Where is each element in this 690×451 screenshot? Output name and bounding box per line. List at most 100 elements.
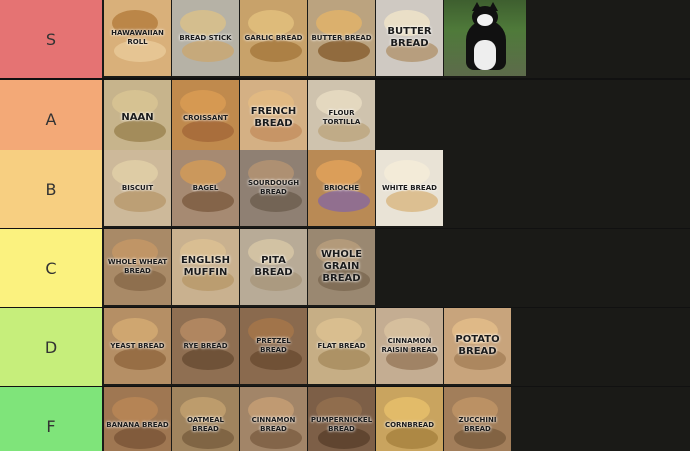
tier-item-cinnamon-bread[interactable]: CINNAMON BREAD	[240, 387, 307, 451]
tier-label-a[interactable]: A	[0, 80, 102, 158]
tier-item-english-muffin[interactable]: ENGLISH MUFFIN	[172, 229, 239, 305]
cat-ear-r-shape	[488, 2, 498, 11]
tier-item-croissant[interactable]: CROISSANT	[172, 80, 239, 156]
tier-item-label: OATMEAL BREAD	[186, 416, 225, 433]
tier-item-label: GARLIC BREAD	[244, 33, 303, 42]
bread-shape	[318, 190, 370, 212]
tier-item-white-bread[interactable]: WHITE BREAD	[376, 150, 443, 226]
bread-shape	[384, 318, 430, 344]
bread-shape	[112, 397, 158, 423]
tier-item-label: FLAT BREAD	[317, 341, 366, 350]
tier-item-label: WHOLE WHEAT BREAD	[107, 258, 168, 275]
tier-label-f[interactable]: F	[0, 387, 102, 451]
tier-item-oatmeal-bread[interactable]: OATMEAL BREAD	[172, 387, 239, 451]
bread-shape	[182, 348, 234, 370]
bread-shape	[112, 90, 158, 116]
tier-item-label: PUMPERNICKEL BREAD	[310, 416, 373, 433]
tier-item-label: CINNAMON RAISIN BREAD	[381, 337, 438, 354]
tier-item-butter-bread-1[interactable]: BUTTER BREAD	[308, 0, 375, 76]
tier-item-yeast-bread[interactable]: YEAST BREAD	[104, 308, 171, 384]
tier-item-pretzel-bread[interactable]: PRETZEL BREAD	[240, 308, 307, 384]
bread-shape	[248, 318, 294, 344]
bread-shape	[454, 348, 506, 370]
tier-items-b: BISCUIT BAGEL SOURDOUGH BREAD BRIOCHE WHITE …	[104, 150, 444, 228]
tier-item-label: ENGLISH MUFFIN	[180, 255, 231, 278]
bread-shape	[250, 40, 302, 62]
tier-item-bread-stick[interactable]: BREAD STICK	[172, 0, 239, 76]
tier-item-label: YEAST BREAD	[110, 341, 165, 350]
tier-item-cornbread[interactable]: CORNBREAD	[376, 387, 443, 451]
tier-item-rye-bread[interactable]: RYE BREAD	[172, 308, 239, 384]
bread-shape	[248, 90, 294, 116]
bread-shape	[386, 40, 438, 62]
tier-item-whole-grain-bread[interactable]: WHOLE GRAIN BREAD	[308, 229, 375, 305]
tier-row-s: S HAWAWAIIAN ROLL BREAD STICK GARLIC BREAD…	[0, 0, 690, 80]
tier-item-flour-tortilla[interactable]: FLOUR TORTILLA	[308, 80, 375, 156]
tier-label-b[interactable]: B	[0, 150, 102, 228]
tier-item-naan[interactable]: NAAN	[104, 80, 171, 156]
tier-item-cinnamon-raisin-bread[interactable]: CINNAMON RAISIN BREAD	[376, 308, 443, 384]
cat-ear-l-shape	[472, 2, 482, 11]
bread-shape	[112, 160, 158, 186]
bread-shape	[114, 190, 166, 212]
bread-shape	[386, 348, 438, 370]
tier-item-label: SOURDOUGH BREAD	[247, 179, 300, 196]
tier-label-c[interactable]: C	[0, 229, 102, 307]
tier-row-f: F BANANA BREAD OATMEAL BREAD CINNAMON BREA…	[0, 387, 690, 451]
tier-item-zucchini-bread[interactable]: ZUCCHINI BREAD	[444, 387, 511, 451]
tier-item-pumpernickel-bread[interactable]: PUMPERNICKEL BREAD	[308, 387, 375, 451]
tier-item-label: FRENCH BREAD	[250, 106, 297, 129]
bread-shape	[180, 10, 226, 36]
tier-label-s[interactable]: S	[0, 0, 102, 78]
tier-item-label: BANANA BREAD	[106, 420, 169, 429]
bread-shape	[250, 120, 302, 142]
bread-shape	[180, 90, 226, 116]
tier-item-brioche[interactable]: BRIOCHE	[308, 150, 375, 226]
tier-item-garlic-bread[interactable]: GARLIC BREAD	[240, 0, 307, 76]
tier-item-label: BISCUIT	[121, 183, 154, 192]
cat-face-shape	[477, 14, 493, 26]
bread-shape	[182, 190, 234, 212]
tier-item-label: POTATO BREAD	[455, 334, 500, 357]
bread-shape	[318, 40, 370, 62]
bread-shape	[452, 397, 498, 423]
tier-row-c: C WHOLE WHEAT BREAD ENGLISH MUFFIN PITA BR…	[0, 229, 690, 309]
bread-shape	[316, 397, 362, 423]
tier-item-french-bread[interactable]: FRENCH BREAD	[240, 80, 307, 156]
tier-row-b: B BISCUIT BAGEL SOURDOUGH BREAD BRIOCHE WHIT…	[0, 150, 690, 230]
bread-shape	[316, 239, 362, 265]
bread-shape	[180, 239, 226, 265]
tier-item-sourdough-bread[interactable]: SOURDOUGH BREAD	[240, 150, 307, 226]
tier-item-hawaiian-roll[interactable]: HAWAWAIIAN ROLL	[104, 0, 171, 76]
bread-shape	[384, 10, 430, 36]
tier-item-label: FLOUR TORTILLA	[322, 109, 361, 126]
tier-item-label: BREAD STICK	[179, 33, 232, 42]
bread-shape	[248, 239, 294, 265]
tier-item-label: PRETZEL BREAD	[256, 337, 291, 354]
tier-item-butter-bread-2[interactable]: BUTTER BREAD	[376, 0, 443, 76]
bread-shape	[180, 397, 226, 423]
tier-item-cat-photo[interactable]	[444, 0, 526, 76]
bread-shape	[112, 239, 158, 265]
bread-shape	[182, 120, 234, 142]
tier-item-flat-bread[interactable]: FLAT BREAD	[308, 308, 375, 384]
tier-item-label: NAAN	[121, 112, 154, 123]
bread-shape	[250, 427, 302, 449]
bread-shape	[112, 318, 158, 344]
bread-shape	[384, 397, 430, 423]
tier-item-label: ZUCCHINI BREAD	[458, 416, 497, 433]
tier-item-bagel[interactable]: BAGEL	[172, 150, 239, 226]
tier-item-whole-wheat-bread[interactable]: WHOLE WHEAT BREAD	[104, 229, 171, 305]
bread-shape	[248, 10, 294, 36]
tier-item-biscuit[interactable]: BISCUIT	[104, 150, 171, 226]
tier-item-potato-bread[interactable]: POTATO BREAD	[444, 308, 511, 384]
tier-items-d: YEAST BREAD RYE BREAD PRETZEL BREAD FLAT BR…	[104, 308, 512, 386]
tier-item-banana-bread[interactable]: BANANA BREAD	[104, 387, 171, 451]
bread-shape	[316, 10, 362, 36]
tier-label-d[interactable]: D	[0, 308, 102, 386]
cat-chest-shape	[474, 40, 496, 70]
bread-shape	[250, 269, 302, 291]
tier-item-label: CROISSANT	[183, 113, 228, 122]
tier-item-pita-bread[interactable]: PITA BREAD	[240, 229, 307, 305]
